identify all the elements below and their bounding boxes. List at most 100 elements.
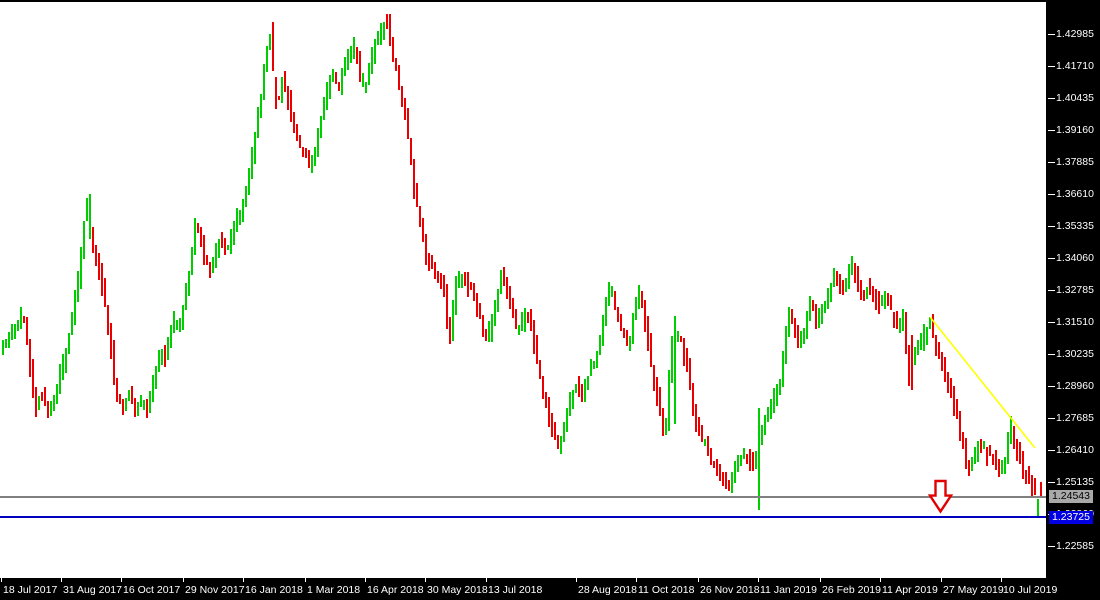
candle-bar <box>710 447 712 466</box>
candle-bar <box>428 253 430 271</box>
candle-bar <box>71 311 73 335</box>
candle-bar <box>929 317 931 330</box>
price-tick <box>1048 482 1055 483</box>
candle-bar <box>851 255 853 275</box>
candle-bar <box>290 89 292 122</box>
candle-bar <box>617 306 619 322</box>
candle-bar <box>866 286 868 300</box>
candle-bar <box>992 453 994 466</box>
candle-bar <box>116 378 118 403</box>
candle-bar <box>758 407 760 510</box>
candle-bar <box>635 297 637 321</box>
candle-bar <box>983 440 985 449</box>
date-axis-label: 11 Apr 2019 <box>882 584 938 596</box>
support-level-tag: 1.23725 <box>1049 511 1093 524</box>
candle-bar <box>833 268 835 288</box>
candle-bar <box>11 323 13 341</box>
candle-bar <box>548 397 550 427</box>
candle-bar <box>602 315 604 347</box>
price-tick <box>1048 130 1055 131</box>
candle-bar <box>575 384 577 394</box>
trendline[interactable] <box>929 316 1036 449</box>
price-tick <box>1048 34 1055 35</box>
date-axis-label: 10 Jul 2019 <box>1003 584 1058 596</box>
candle-bar <box>563 422 565 442</box>
candle-bar <box>128 390 130 401</box>
price-axis[interactable]: 1.42985 1.41710 1.40435 1.39160 1.37885 1.366… <box>1046 0 1100 600</box>
price-tick <box>1048 258 1055 259</box>
chart-plot-area[interactable] <box>0 0 1046 578</box>
candle-bar <box>1034 477 1036 496</box>
candle-bar <box>509 285 511 309</box>
candle-bar <box>767 406 769 423</box>
candle-bar <box>227 244 229 251</box>
candle-bar <box>353 36 355 60</box>
candle-bar <box>212 256 214 273</box>
candle-bar <box>1013 425 1015 450</box>
candle-bar <box>869 278 871 295</box>
candle-bar <box>323 96 325 120</box>
candle-bar <box>425 234 427 266</box>
candle-bar <box>863 289 865 302</box>
candle-bar <box>32 359 34 398</box>
candle-bar <box>527 311 529 323</box>
candle-bar <box>878 291 880 315</box>
candle-bar <box>926 326 928 346</box>
candle-bar <box>146 398 148 419</box>
candle-bar <box>452 299 454 341</box>
date-axis-label: 31 Aug 2017 <box>63 584 122 596</box>
candle-bar <box>746 453 748 465</box>
candle-bar <box>497 289 499 313</box>
date-tick <box>425 578 426 582</box>
candle-bar <box>347 49 349 70</box>
candle-bar <box>857 265 859 292</box>
price-tick <box>1048 354 1055 355</box>
candle-bar <box>887 293 889 306</box>
candle-bar <box>317 127 319 158</box>
price-axis-label: 1.42985 <box>1056 28 1094 40</box>
candle-bar <box>584 378 586 403</box>
candle-bar <box>695 404 697 433</box>
candle-bar <box>647 316 649 352</box>
candle-bar <box>524 307 526 332</box>
candle-bar <box>704 439 706 447</box>
candle-bar <box>494 299 496 327</box>
candle-bar <box>893 312 895 328</box>
price-axis-label: 1.35335 <box>1056 220 1094 232</box>
candle-bar <box>50 401 52 417</box>
candle-bar <box>86 197 88 221</box>
candle-bar <box>794 317 796 339</box>
candle-bar <box>905 312 907 354</box>
date-axis-label: 26 Nov 2018 <box>700 584 760 596</box>
candle-bar <box>143 399 145 410</box>
time-axis[interactable]: 18 Jul 2017 31 Aug 2017 16 Oct 2017 29 Nov … <box>0 578 1057 600</box>
candle-bar <box>410 138 412 166</box>
candle-bar <box>377 30 379 46</box>
candle-bar <box>188 271 190 296</box>
candle-bar <box>686 348 688 373</box>
candle-bar <box>629 336 631 351</box>
candle-bar <box>986 446 988 467</box>
candle-bar <box>218 239 220 258</box>
date-axis-label: 26 Feb 2019 <box>822 584 881 596</box>
candle-bar <box>569 391 571 417</box>
candle-bar <box>74 289 76 325</box>
candle-bar <box>359 51 361 83</box>
price-tick <box>1048 546 1055 547</box>
candle-bar <box>995 450 997 471</box>
date-tick <box>758 578 759 582</box>
candle-bar <box>239 210 241 226</box>
candle-bar <box>308 150 310 168</box>
candle-bar <box>194 218 196 256</box>
candle-bar <box>185 283 187 310</box>
candle-bar <box>386 13 388 30</box>
support-line[interactable] <box>0 516 1046 518</box>
candle-bar <box>1025 470 1027 485</box>
candle-bar <box>620 314 622 332</box>
candle-bar <box>692 382 694 416</box>
candle-bar <box>665 418 667 435</box>
candle-bar <box>848 264 850 290</box>
candle-bar <box>737 454 739 473</box>
current-price-line[interactable] <box>0 496 1046 498</box>
candle-bar <box>743 448 745 459</box>
